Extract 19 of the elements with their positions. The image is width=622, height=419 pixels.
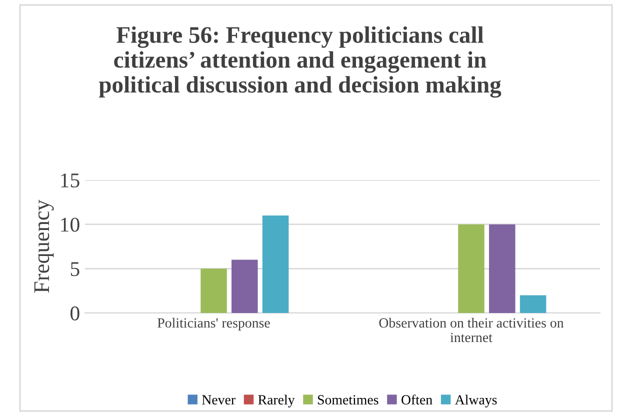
bar (489, 224, 516, 313)
bar (458, 224, 484, 313)
legend-label: Always (454, 394, 497, 408)
legend-label: Sometimes (318, 395, 378, 405)
y-tick-label: 10 (61, 218, 80, 232)
y-tick-label: 0 (70, 306, 80, 320)
y-tick-label: 5 (70, 262, 80, 276)
y-axis-title: Frequency (34, 200, 54, 293)
bar (520, 295, 546, 313)
y-tick-label: 15 (61, 173, 80, 188)
bar (262, 215, 289, 313)
legend-label: Often (402, 394, 432, 405)
legend-label: Never (202, 395, 236, 405)
bar (232, 260, 258, 313)
bar (200, 268, 227, 313)
x-tick-label: Observation on their activities on internet (379, 318, 564, 342)
x-tick-label: Politicians' response (158, 318, 270, 330)
chart-title: Figure 56: Frequency politicians call citizens’ attention and engagement in political discussion and decision making (98, 26, 502, 98)
legend-label: Rarely (258, 394, 295, 408)
